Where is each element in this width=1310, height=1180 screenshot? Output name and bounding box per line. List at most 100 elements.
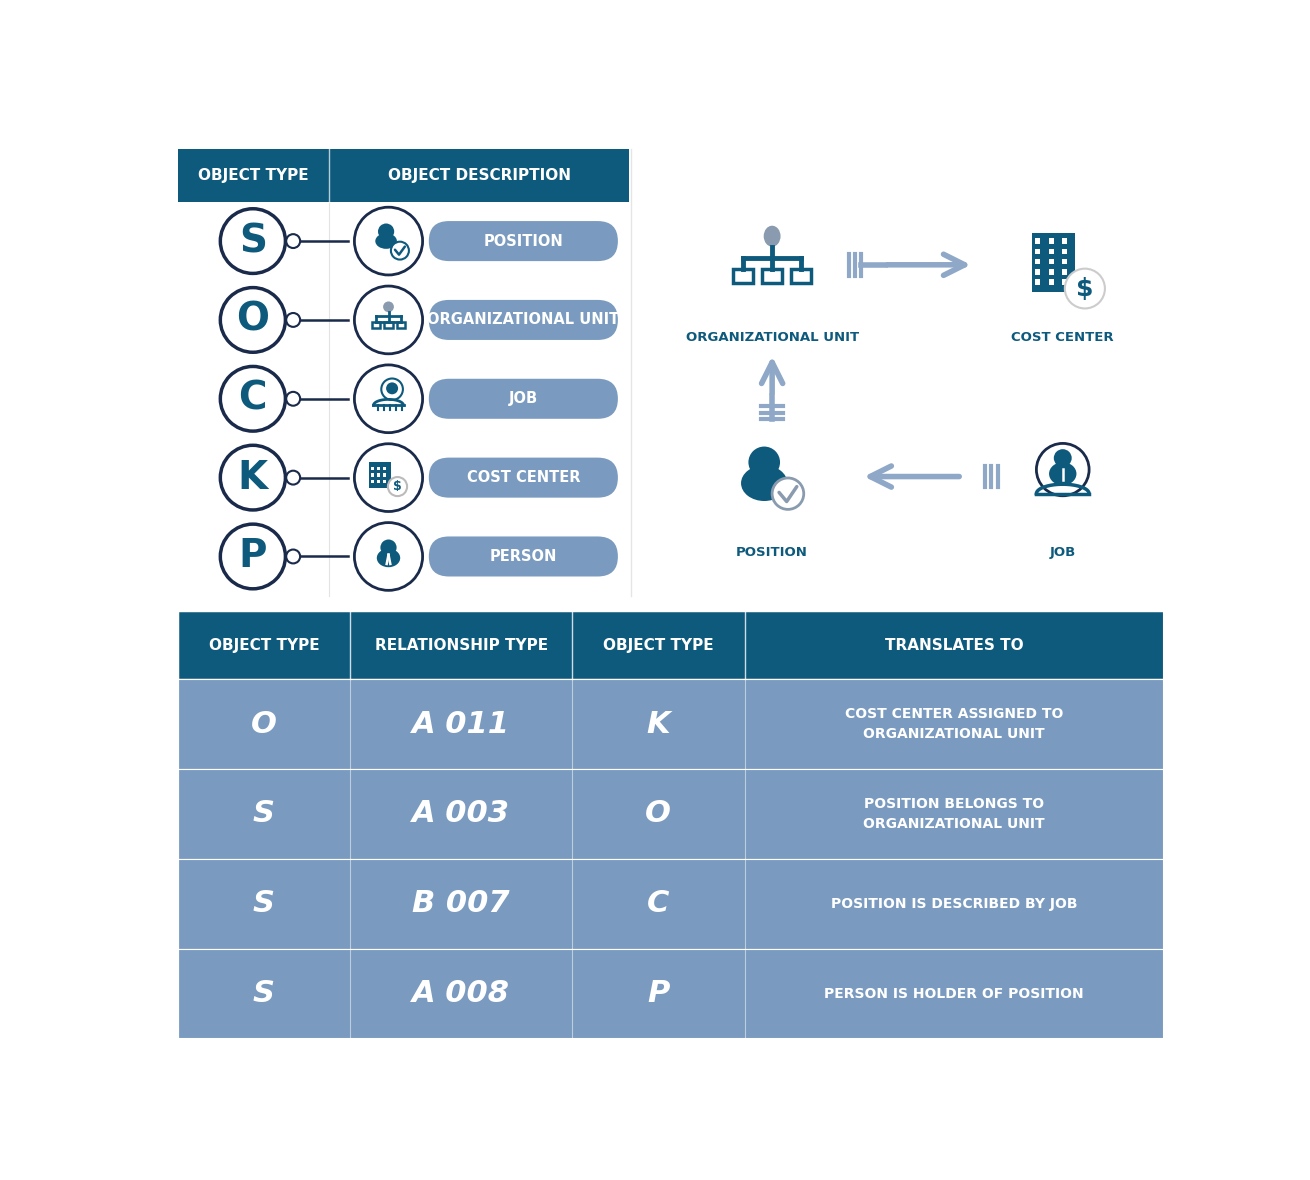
Bar bbox=[1035, 278, 1040, 284]
Bar bbox=[1035, 238, 1040, 244]
FancyBboxPatch shape bbox=[428, 458, 618, 498]
Bar bbox=[791, 269, 811, 283]
Bar bbox=[397, 322, 405, 328]
Text: OBJECT DESCRIPTION: OBJECT DESCRIPTION bbox=[389, 168, 571, 183]
Text: COST CENTER: COST CENTER bbox=[466, 470, 580, 485]
Text: A 008: A 008 bbox=[413, 979, 510, 1008]
Bar bbox=[384, 480, 386, 484]
Bar bbox=[1035, 269, 1040, 275]
Bar bbox=[178, 859, 1163, 949]
Text: S: S bbox=[253, 890, 275, 918]
Text: COST CENTER: COST CENTER bbox=[1011, 332, 1114, 345]
Text: POSITION BELONGS TO
ORGANIZATIONAL UNIT: POSITION BELONGS TO ORGANIZATIONAL UNIT bbox=[863, 798, 1045, 831]
Circle shape bbox=[286, 392, 300, 406]
Circle shape bbox=[1036, 444, 1089, 496]
FancyBboxPatch shape bbox=[428, 537, 618, 577]
Text: P: P bbox=[238, 537, 267, 576]
Text: PERSON IS HOLDER OF POSITION: PERSON IS HOLDER OF POSITION bbox=[824, 986, 1083, 1001]
Text: O: O bbox=[236, 301, 270, 339]
Bar bbox=[371, 466, 373, 471]
Text: K: K bbox=[646, 709, 671, 739]
Circle shape bbox=[220, 367, 286, 431]
Circle shape bbox=[286, 471, 300, 485]
Bar bbox=[178, 949, 1163, 1038]
Text: $: $ bbox=[1076, 276, 1094, 301]
FancyBboxPatch shape bbox=[428, 300, 618, 340]
Text: OBJECT TYPE: OBJECT TYPE bbox=[603, 637, 714, 653]
Text: PERSON: PERSON bbox=[490, 549, 557, 564]
Circle shape bbox=[355, 286, 423, 354]
Bar bbox=[1048, 278, 1053, 284]
Text: JOB: JOB bbox=[508, 392, 538, 406]
Circle shape bbox=[1053, 450, 1072, 467]
Text: RELATIONSHIP TYPE: RELATIONSHIP TYPE bbox=[375, 637, 548, 653]
Bar bbox=[1048, 258, 1053, 264]
Bar bbox=[1048, 238, 1053, 244]
Text: COST CENTER ASSIGNED TO
ORGANIZATIONAL UNIT: COST CENTER ASSIGNED TO ORGANIZATIONAL U… bbox=[845, 707, 1064, 741]
Bar bbox=[377, 473, 380, 477]
Circle shape bbox=[355, 444, 423, 511]
Bar bbox=[371, 480, 373, 484]
Text: ORGANIZATIONAL UNIT: ORGANIZATIONAL UNIT bbox=[427, 313, 620, 327]
Bar bbox=[1035, 258, 1040, 264]
Text: S: S bbox=[253, 979, 275, 1008]
Bar bbox=[178, 611, 1163, 678]
Text: TRANSLATES TO: TRANSLATES TO bbox=[884, 637, 1023, 653]
Bar bbox=[1048, 249, 1053, 255]
Text: P: P bbox=[647, 979, 669, 1008]
Circle shape bbox=[1065, 269, 1104, 308]
Text: O: O bbox=[252, 709, 276, 739]
Text: K: K bbox=[238, 459, 269, 497]
Bar bbox=[1062, 249, 1068, 255]
Text: POSITION: POSITION bbox=[736, 545, 808, 558]
Bar bbox=[384, 466, 386, 471]
Bar bbox=[377, 480, 380, 484]
Text: ORGANIZATIONAL UNIT: ORGANIZATIONAL UNIT bbox=[685, 332, 858, 345]
Circle shape bbox=[286, 313, 300, 327]
Text: C: C bbox=[647, 890, 669, 918]
Text: OBJECT TYPE: OBJECT TYPE bbox=[208, 637, 320, 653]
Text: OBJECT TYPE: OBJECT TYPE bbox=[198, 168, 308, 183]
Text: S: S bbox=[253, 799, 275, 828]
Bar bbox=[762, 269, 782, 283]
Bar bbox=[1035, 249, 1040, 255]
Bar bbox=[1062, 269, 1068, 275]
Circle shape bbox=[220, 288, 286, 353]
Ellipse shape bbox=[764, 225, 781, 247]
Bar bbox=[178, 769, 1163, 859]
Bar bbox=[384, 322, 393, 328]
Circle shape bbox=[379, 223, 394, 240]
Bar bbox=[178, 678, 1163, 769]
Bar bbox=[1062, 278, 1068, 284]
Circle shape bbox=[388, 477, 407, 496]
Circle shape bbox=[383, 301, 394, 313]
Text: O: O bbox=[646, 799, 671, 828]
Circle shape bbox=[355, 523, 423, 590]
Bar bbox=[377, 466, 380, 471]
Circle shape bbox=[386, 382, 398, 394]
Ellipse shape bbox=[375, 234, 397, 249]
Circle shape bbox=[220, 524, 286, 589]
Text: $: $ bbox=[393, 480, 402, 493]
Bar bbox=[371, 473, 373, 477]
Bar bbox=[384, 473, 386, 477]
FancyBboxPatch shape bbox=[428, 221, 618, 261]
Circle shape bbox=[390, 242, 409, 260]
Bar bbox=[1048, 269, 1053, 275]
Text: S: S bbox=[238, 222, 267, 260]
Text: POSITION IS DESCRIBED BY JOB: POSITION IS DESCRIBED BY JOB bbox=[831, 897, 1077, 911]
FancyBboxPatch shape bbox=[428, 379, 618, 419]
Text: POSITION: POSITION bbox=[483, 234, 563, 249]
Circle shape bbox=[220, 445, 286, 510]
Ellipse shape bbox=[1049, 463, 1077, 485]
Circle shape bbox=[380, 539, 397, 556]
Text: JOB: JOB bbox=[1049, 545, 1076, 558]
Text: A 003: A 003 bbox=[413, 799, 510, 828]
Circle shape bbox=[748, 446, 779, 478]
Bar bbox=[1062, 238, 1068, 244]
Circle shape bbox=[220, 209, 286, 274]
Bar bbox=[178, 150, 629, 202]
Bar bbox=[372, 322, 380, 328]
Bar bbox=[1032, 232, 1076, 291]
Circle shape bbox=[355, 365, 423, 433]
